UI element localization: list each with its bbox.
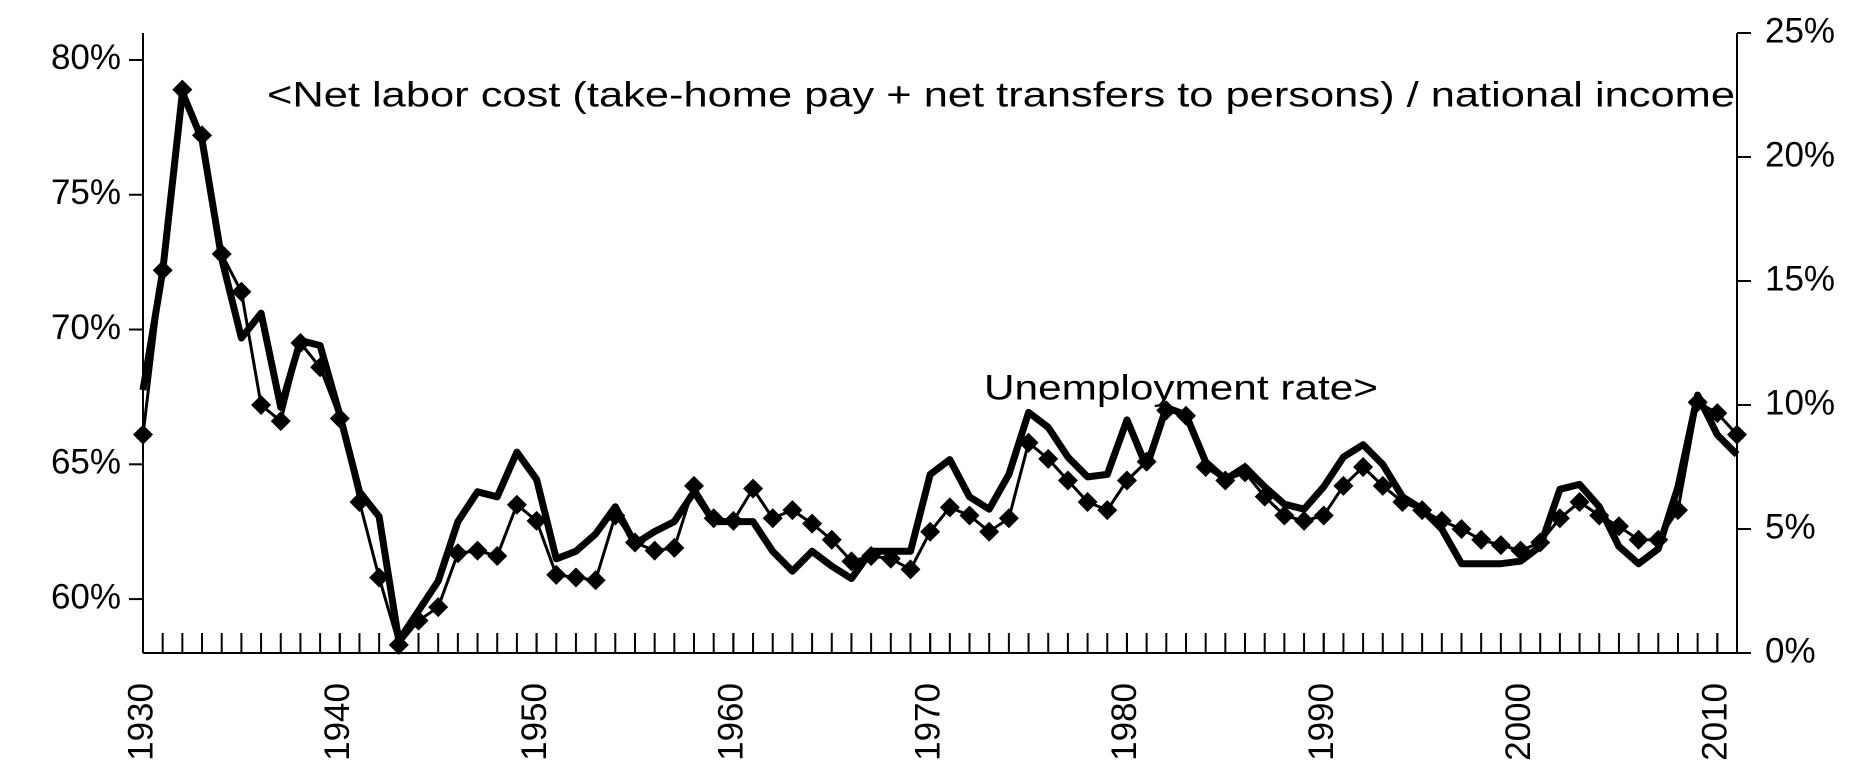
diamond-marker	[1628, 529, 1649, 550]
diamond-marker	[1057, 470, 1078, 491]
diamond-marker	[251, 395, 272, 415]
series-line	[141, 88, 1739, 647]
diamond-marker	[1451, 519, 1472, 539]
x-tick-label: 1970	[908, 683, 947, 761]
diamond-marker	[782, 500, 803, 521]
y2-tick-label: 10%	[1765, 383, 1835, 422]
y-tick-label: 75%	[51, 173, 121, 212]
y2-tick-label: 20%	[1765, 135, 1835, 174]
y2-tick-label: 15%	[1765, 259, 1835, 298]
x-tick-label: 2000	[1499, 683, 1538, 761]
x-tick-label: 1980	[1105, 683, 1144, 761]
diamond-marker	[1471, 529, 1492, 550]
y2-tick-label: 5%	[1765, 507, 1816, 546]
diamond-marker	[388, 634, 409, 655]
diamond-marker	[1727, 424, 1747, 445]
x-tick-label: 1940	[318, 683, 357, 761]
diamond-marker	[133, 424, 153, 445]
y-tick-label: 60%	[51, 577, 121, 616]
diamond-marker	[1569, 492, 1590, 513]
y-tick-label: 70%	[51, 308, 121, 347]
diamond-marker	[270, 411, 291, 432]
diamond-marker	[802, 513, 823, 534]
plot: 60% 65% 70% 75% 80% 0% 5% 10% 15% 20% 25% 1930 1940 1…	[51, 11, 1835, 761]
diamond-marker	[1313, 505, 1334, 526]
y-tick-label: 80%	[51, 38, 121, 77]
diamond-marker	[920, 521, 941, 542]
diamond-marker	[487, 545, 508, 566]
diamond-marker	[526, 510, 547, 531]
x-tick-label: 1930	[121, 683, 160, 761]
diamond-marker	[369, 567, 390, 588]
diamond-marker	[1294, 510, 1315, 531]
diamond-marker	[1490, 535, 1511, 556]
diamond-marker	[565, 567, 586, 588]
x-tick-label: 1990	[1302, 683, 1341, 761]
diamond-marker	[1116, 470, 1137, 491]
diamond-marker	[1038, 448, 1059, 469]
diamond-marker	[743, 478, 764, 499]
y2-tick-label: 25%	[1765, 11, 1835, 50]
series-annotation: Unemployment rate>	[984, 368, 1378, 407]
diamond-marker	[1333, 475, 1354, 496]
diamond-marker	[1353, 457, 1374, 477]
diamond-marker	[428, 597, 449, 618]
diamond-marker	[664, 537, 685, 558]
diamond-marker	[1274, 505, 1295, 526]
diamond-marker	[1372, 475, 1393, 496]
diamond-marker	[1097, 500, 1118, 521]
diamond-marker	[1077, 492, 1098, 513]
diamond-marker	[447, 543, 468, 564]
diamond-marker	[979, 521, 1000, 542]
series-annotation: <Net labor cost (take-home pay + net tra…	[267, 75, 1735, 114]
diamond-marker	[900, 559, 921, 580]
diamond-marker	[467, 540, 488, 561]
diamond-marker	[762, 508, 783, 529]
diamond-marker	[546, 564, 567, 585]
x-tick-label: 2010	[1696, 683, 1735, 761]
diamond-marker	[644, 540, 665, 561]
diamond-marker	[506, 494, 527, 515]
diamond-marker	[821, 529, 842, 550]
diamond-marker	[939, 497, 960, 518]
diamond-marker	[998, 508, 1019, 529]
series-line	[139, 89, 1740, 645]
y-tick-label: 65%	[51, 443, 121, 482]
y2-tick-label: 0%	[1765, 631, 1816, 670]
x-tick-label: 1960	[712, 683, 751, 761]
diamond-marker	[231, 281, 252, 302]
diamond-marker	[585, 570, 606, 591]
diamond-marker	[684, 475, 705, 496]
x-tick-label: 1950	[515, 683, 554, 761]
diamond-marker	[959, 505, 980, 526]
